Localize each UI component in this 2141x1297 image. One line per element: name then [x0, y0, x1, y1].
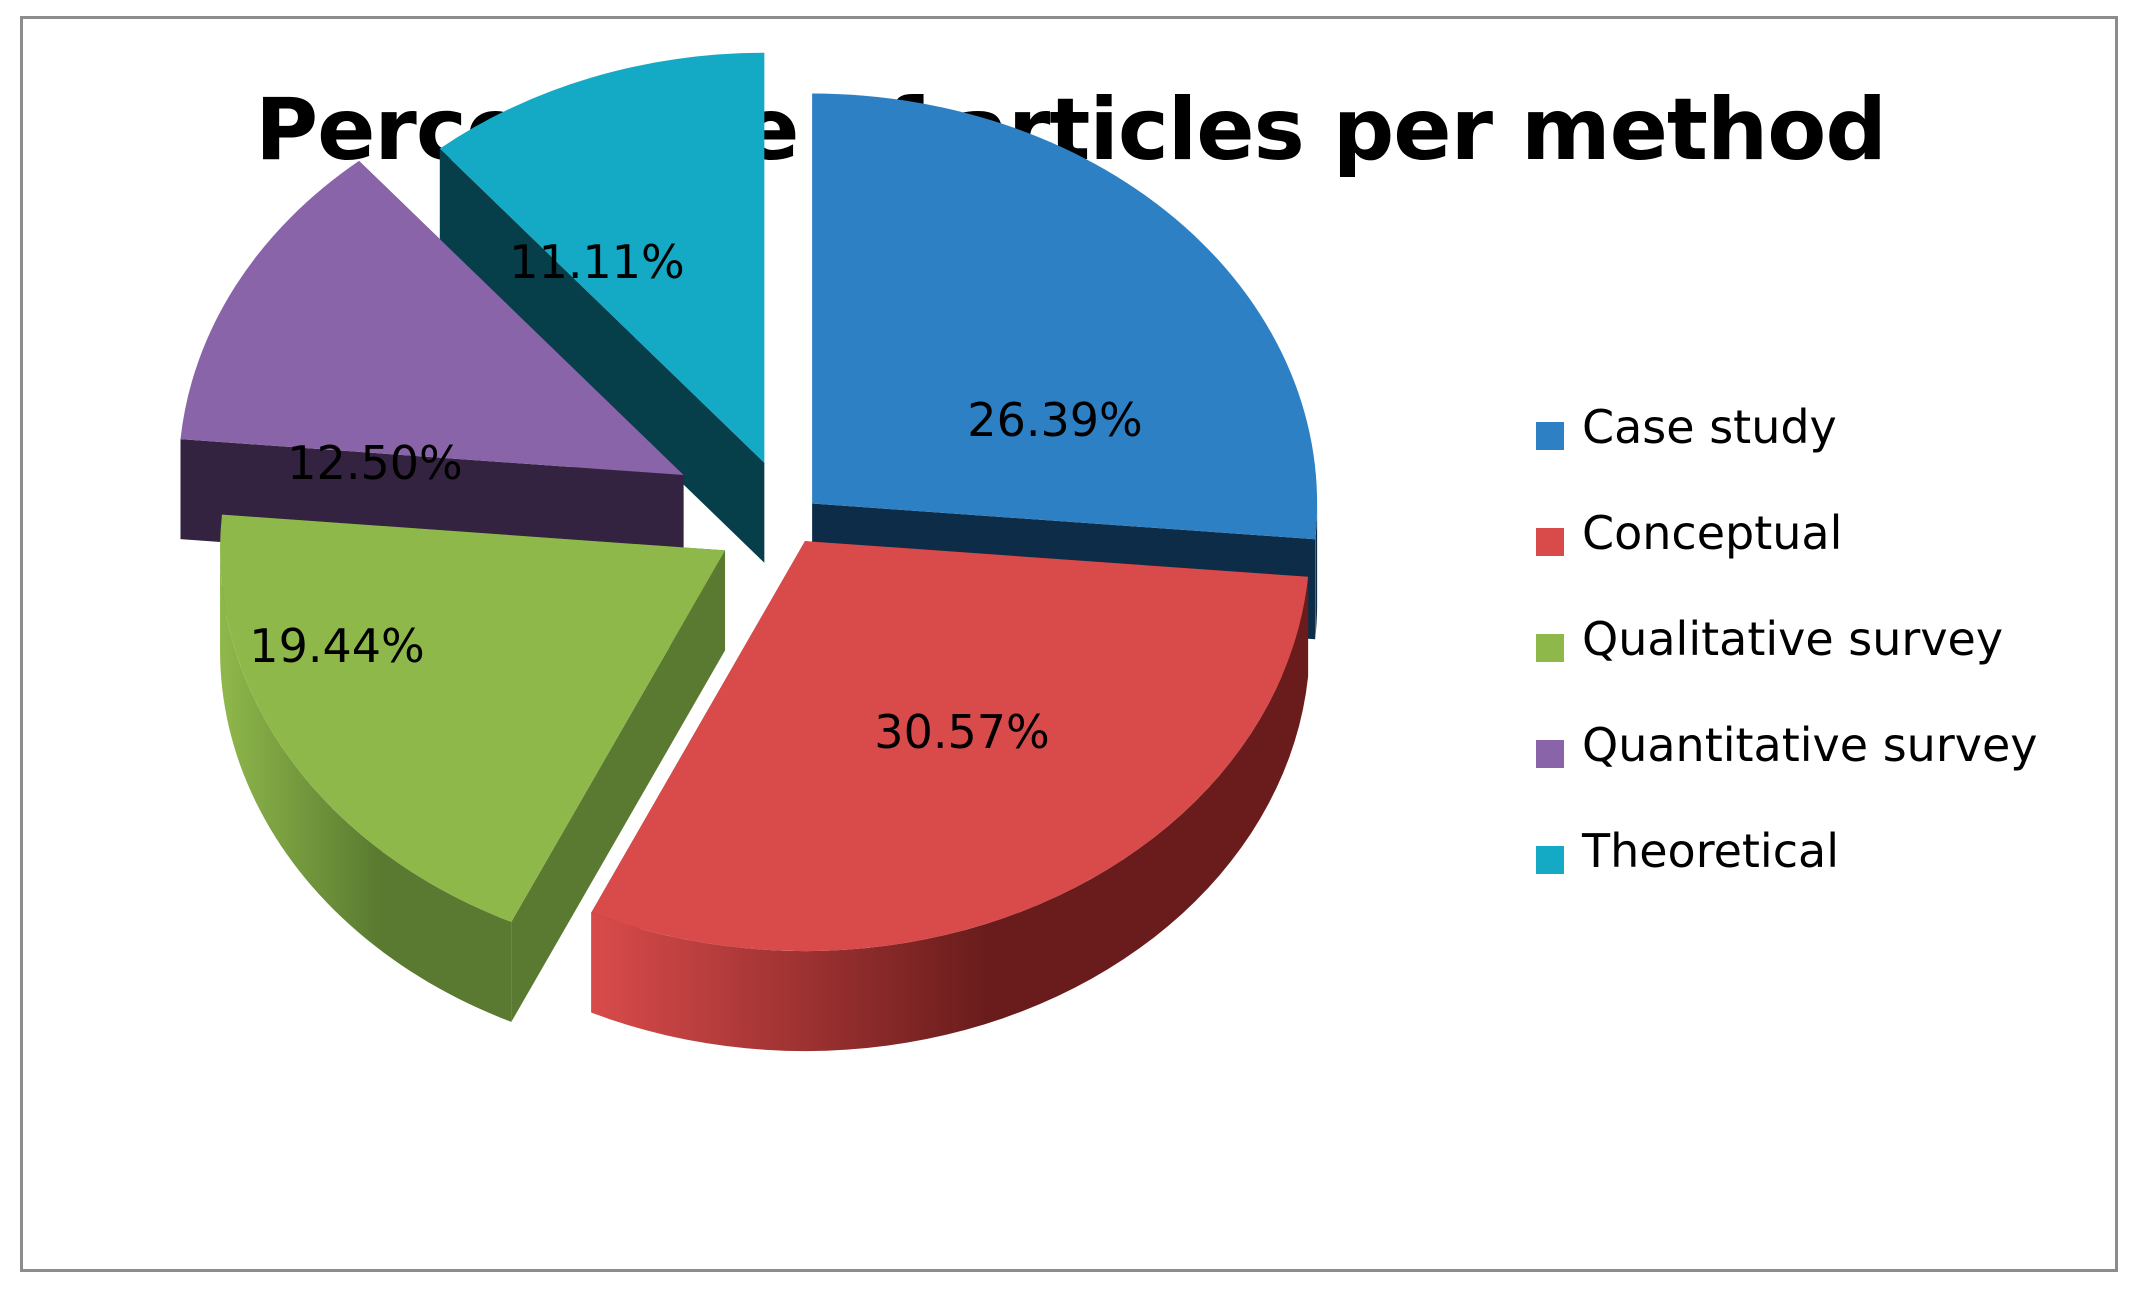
legend-label: Theoretical [1582, 824, 1839, 878]
legend-label: Quantitative survey [1582, 718, 2038, 772]
legend-swatch [1536, 740, 1564, 768]
legend-swatch [1536, 634, 1564, 662]
pie-slice-qualitative-survey [220, 514, 726, 1022]
data-label-theoretical: 11.11% [509, 235, 684, 289]
pie-slice-conceptual [591, 541, 1309, 1052]
data-label-conceptual: 30.57% [874, 705, 1049, 759]
legend-swatch [1536, 528, 1564, 556]
legend-swatch [1536, 846, 1564, 874]
legend-swatch [1536, 422, 1564, 450]
legend-label: Conceptual [1582, 506, 1843, 560]
data-label-case-study: 26.39% [967, 393, 1142, 447]
data-label-quantitative-survey: 12.50% [287, 436, 462, 490]
legend-label: Qualitative survey [1582, 612, 2004, 666]
data-label-qualitative-survey: 19.44% [249, 619, 424, 673]
legend-label: Case study [1582, 400, 1837, 454]
pie-slice-theoretical [439, 52, 765, 563]
